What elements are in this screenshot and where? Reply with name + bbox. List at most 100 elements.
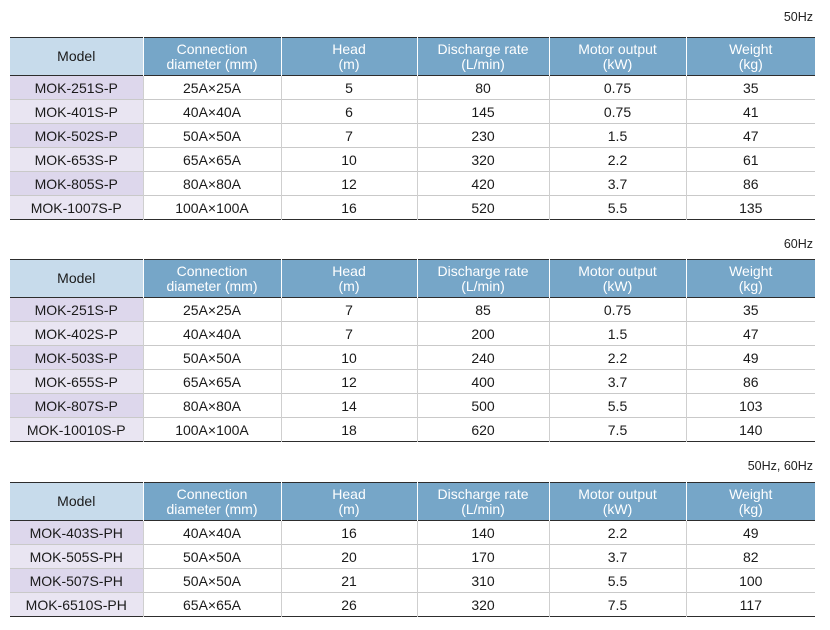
model-cell: MOK-251S-P xyxy=(10,297,143,322)
connection-cell: 50A×50A xyxy=(142,568,281,593)
connection-cell: 40A×40A xyxy=(142,520,281,545)
header-model: Model xyxy=(10,482,143,521)
head-cell: 5 xyxy=(280,75,417,100)
header-motor-output-line1: Motor output xyxy=(578,262,657,279)
weight-cell: 117 xyxy=(685,592,815,617)
header-head: Head (m) xyxy=(280,482,417,521)
header-motor-output-line2: (kW) xyxy=(602,500,633,517)
table-row: MOK-503S-P 50A×50A 10 240 2.2 49 xyxy=(10,345,815,370)
head-cell: 21 xyxy=(280,568,417,593)
header-motor-output-line2: (kW) xyxy=(602,55,633,72)
table-row: MOK-505S-PH 50A×50A 20 170 3.7 82 xyxy=(10,544,815,569)
weight-cell: 82 xyxy=(685,544,815,569)
model-cell: MOK-503S-P xyxy=(10,345,143,370)
table-row: MOK-655S-P 65A×65A 12 400 3.7 86 xyxy=(10,369,815,394)
header-connection-diameter-line1: Connection xyxy=(176,262,248,279)
discharge-cell: 240 xyxy=(416,345,549,370)
header-connection-diameter: Connection diameter (mm) xyxy=(142,259,281,298)
connection-cell: 25A×25A xyxy=(142,297,281,322)
head-cell: 6 xyxy=(280,99,417,124)
table-row: MOK-807S-P 80A×80A 14 500 5.5 103 xyxy=(10,393,815,418)
discharge-cell: 400 xyxy=(416,369,549,394)
motor-cell: 7.5 xyxy=(548,417,686,442)
header-head-line1: Head xyxy=(332,262,366,279)
connection-cell: 40A×40A xyxy=(142,321,281,346)
table-row: MOK-653S-P 65A×65A 10 320 2.2 61 xyxy=(10,147,815,172)
motor-cell: 2.2 xyxy=(548,147,686,172)
frequency-label-60hz: 60Hz xyxy=(783,237,813,251)
header-connection-diameter: Connection diameter (mm) xyxy=(142,482,281,521)
discharge-cell: 420 xyxy=(416,171,549,196)
header-connection-diameter-line2: diameter (mm) xyxy=(166,500,258,517)
spec-table-60hz: Model Connection diameter (mm) Head (m) Disch… xyxy=(10,259,815,442)
model-cell: MOK-401S-P xyxy=(10,99,143,124)
table-row: MOK-502S-P 50A×50A 7 230 1.5 47 xyxy=(10,123,815,148)
motor-cell: 5.5 xyxy=(548,195,686,220)
connection-cell: 80A×80A xyxy=(142,393,281,418)
table-row: MOK-805S-P 80A×80A 12 420 3.7 86 xyxy=(10,171,815,196)
weight-cell: 103 xyxy=(685,393,815,418)
connection-cell: 80A×80A xyxy=(142,171,281,196)
connection-cell: 25A×25A xyxy=(142,75,281,100)
motor-cell: 2.2 xyxy=(548,520,686,545)
weight-cell: 86 xyxy=(685,171,815,196)
header-motor-output-line1: Motor output xyxy=(578,485,657,502)
header-row: Model Connection diameter (mm) Head (m) Disch… xyxy=(10,482,815,521)
frequency-label-50hz: 50Hz xyxy=(783,10,813,24)
header-head-line1: Head xyxy=(332,40,366,57)
header-row: Model Connection diameter (mm) Head (m) Disch… xyxy=(10,259,815,298)
model-cell: MOK-251S-P xyxy=(10,75,143,100)
frequency-label-50-60hz: 50Hz, 60Hz xyxy=(747,459,813,473)
weight-cell: 49 xyxy=(685,520,815,545)
model-cell: MOK-6510S-PH xyxy=(10,592,143,617)
header-weight: Weight (kg) xyxy=(685,37,815,76)
motor-cell: 0.75 xyxy=(548,99,686,124)
connection-cell: 65A×65A xyxy=(142,369,281,394)
table-row: MOK-402S-P 40A×40A 7 200 1.5 47 xyxy=(10,321,815,346)
table-row: MOK-403S-PH 40A×40A 16 140 2.2 49 xyxy=(10,520,815,545)
header-discharge-rate-line2: (L/min) xyxy=(461,277,505,294)
weight-cell: 49 xyxy=(685,345,815,370)
head-cell: 10 xyxy=(280,345,417,370)
header-discharge-rate-line1: Discharge rate xyxy=(437,262,529,279)
motor-cell: 5.5 xyxy=(548,393,686,418)
motor-cell: 7.5 xyxy=(548,592,686,617)
head-cell: 26 xyxy=(280,592,417,617)
spec-table-50hz: Model Connection diameter (mm) Head (m) Disch… xyxy=(10,37,815,220)
header-weight-line2: (kg) xyxy=(738,277,763,294)
weight-cell: 47 xyxy=(685,321,815,346)
discharge-cell: 230 xyxy=(416,123,549,148)
head-cell: 7 xyxy=(280,321,417,346)
header-model: Model xyxy=(10,37,143,76)
table-row: MOK-507S-PH 50A×50A 21 310 5.5 100 xyxy=(10,568,815,593)
model-cell: MOK-10010S-P xyxy=(10,417,143,442)
header-motor-output-line2: (kW) xyxy=(602,277,633,294)
discharge-cell: 145 xyxy=(416,99,549,124)
weight-cell: 100 xyxy=(685,568,815,593)
connection-cell: 100A×100A xyxy=(142,195,281,220)
header-row: Model Connection diameter (mm) Head (m) Disch… xyxy=(10,37,815,76)
header-discharge-rate-line1: Discharge rate xyxy=(437,485,529,502)
header-connection-diameter-line1: Connection xyxy=(176,485,248,502)
discharge-cell: 320 xyxy=(416,592,549,617)
connection-cell: 65A×65A xyxy=(142,592,281,617)
header-discharge-rate-line2: (L/min) xyxy=(461,55,505,72)
table-row: MOK-6510S-PH 65A×65A 26 320 7.5 117 xyxy=(10,592,815,617)
header-discharge-rate: Discharge rate (L/min) xyxy=(416,259,549,298)
header-discharge-rate-line1: Discharge rate xyxy=(437,40,529,57)
header-connection-diameter-line1: Connection xyxy=(176,40,248,57)
discharge-cell: 200 xyxy=(416,321,549,346)
header-weight-line2: (kg) xyxy=(738,500,763,517)
discharge-cell: 170 xyxy=(416,544,549,569)
header-model: Model xyxy=(10,259,143,298)
header-connection-diameter-line2: diameter (mm) xyxy=(166,55,258,72)
header-motor-output-line1: Motor output xyxy=(578,40,657,57)
motor-cell: 3.7 xyxy=(548,544,686,569)
header-weight-line1: Weight xyxy=(729,485,773,502)
weight-cell: 86 xyxy=(685,369,815,394)
header-weight-line2: (kg) xyxy=(738,55,763,72)
weight-cell: 135 xyxy=(685,195,815,220)
model-cell: MOK-807S-P xyxy=(10,393,143,418)
model-cell: MOK-402S-P xyxy=(10,321,143,346)
discharge-cell: 620 xyxy=(416,417,549,442)
